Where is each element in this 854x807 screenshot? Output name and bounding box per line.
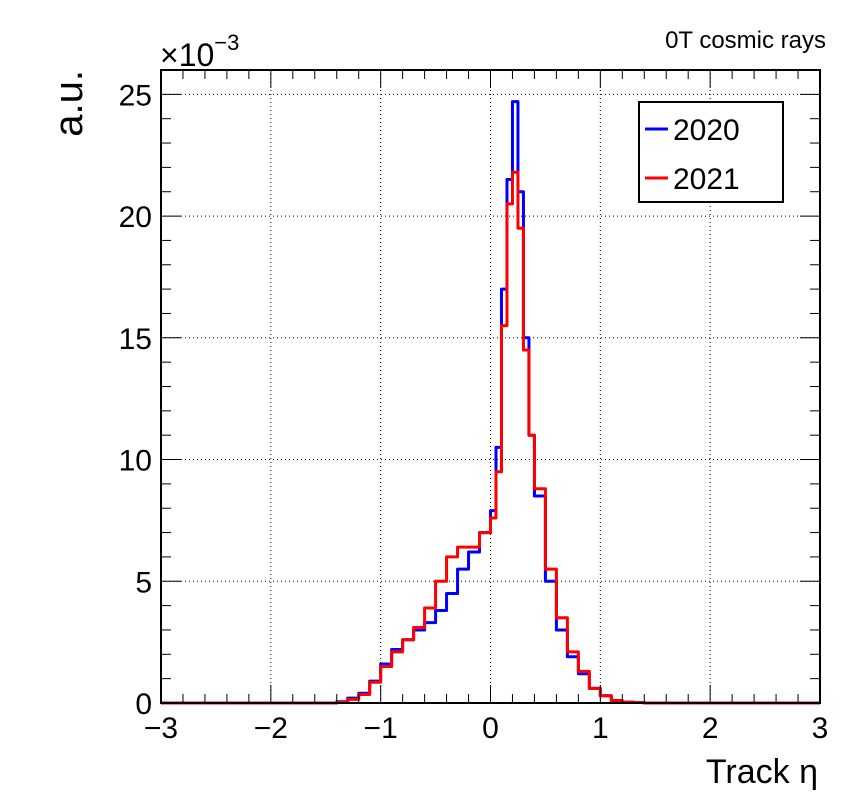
legend-label-2020: 2020 (673, 114, 740, 147)
y-multiplier-exponent: −3 (214, 30, 239, 55)
x-tick-label: −3 (144, 712, 178, 745)
y-tick-label: 20 (119, 201, 152, 234)
legend: 2020 2021 (638, 101, 784, 203)
tick-labels: −3 −2 −1 0 1 2 3 0 5 10 15 20 25 (119, 79, 829, 745)
y-multiplier-base: ×10 (160, 37, 214, 73)
y-multiplier-label: ×10−3 (160, 30, 239, 73)
x-tick-label: −1 (364, 712, 398, 745)
chart-title: 0T cosmic rays (665, 27, 826, 54)
plot-series (161, 100, 820, 705)
x-tick-label: −2 (254, 712, 288, 745)
plot-frame (160, 69, 821, 704)
legend-box (638, 101, 784, 203)
x-tick-label: 3 (812, 712, 829, 745)
y-tick-label: 25 (119, 79, 152, 112)
y-tick-label: 10 (119, 445, 152, 478)
x-tick-label: 0 (482, 712, 499, 745)
y-tick-label: 15 (119, 323, 152, 356)
y-tick-label: 5 (135, 566, 152, 599)
series-line-2021 (161, 170, 820, 705)
legend-label-2021: 2021 (673, 163, 740, 196)
x-tick-label: 2 (702, 712, 719, 745)
grid (161, 70, 820, 703)
y-tick-label: 0 (135, 688, 152, 721)
x-axis-label: Track η (706, 753, 818, 791)
y-axis-label: a.u. (47, 70, 91, 137)
x-tick-label: 1 (592, 712, 609, 745)
